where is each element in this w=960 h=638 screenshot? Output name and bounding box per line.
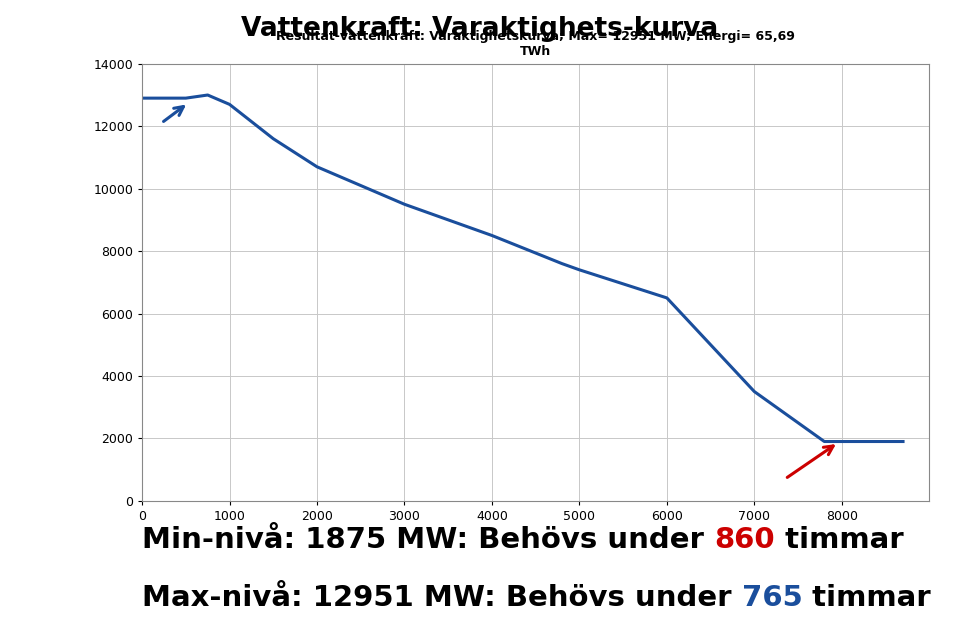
Text: Vattenkraft: Varaktighets-kurva: Vattenkraft: Varaktighets-kurva [241, 16, 719, 42]
Text: timmar: timmar [803, 584, 931, 612]
Text: KTH: KTH [41, 43, 69, 56]
Title: Resultat-vattenkraft: Varaktighetskurva; Max= 12951 MW; Energi= 65,69
TWh: Resultat-vattenkraft: Varaktighetskurva;… [276, 31, 795, 59]
Text: Max-nivå: 12951 MW: Behövs under: Max-nivå: 12951 MW: Behövs under [142, 584, 742, 612]
Text: Min-nivå: 1875 MW: Behövs under: Min-nivå: 1875 MW: Behövs under [142, 526, 714, 554]
Text: 860: 860 [714, 526, 775, 554]
Text: timmar: timmar [775, 526, 903, 554]
Text: 765: 765 [742, 584, 803, 612]
